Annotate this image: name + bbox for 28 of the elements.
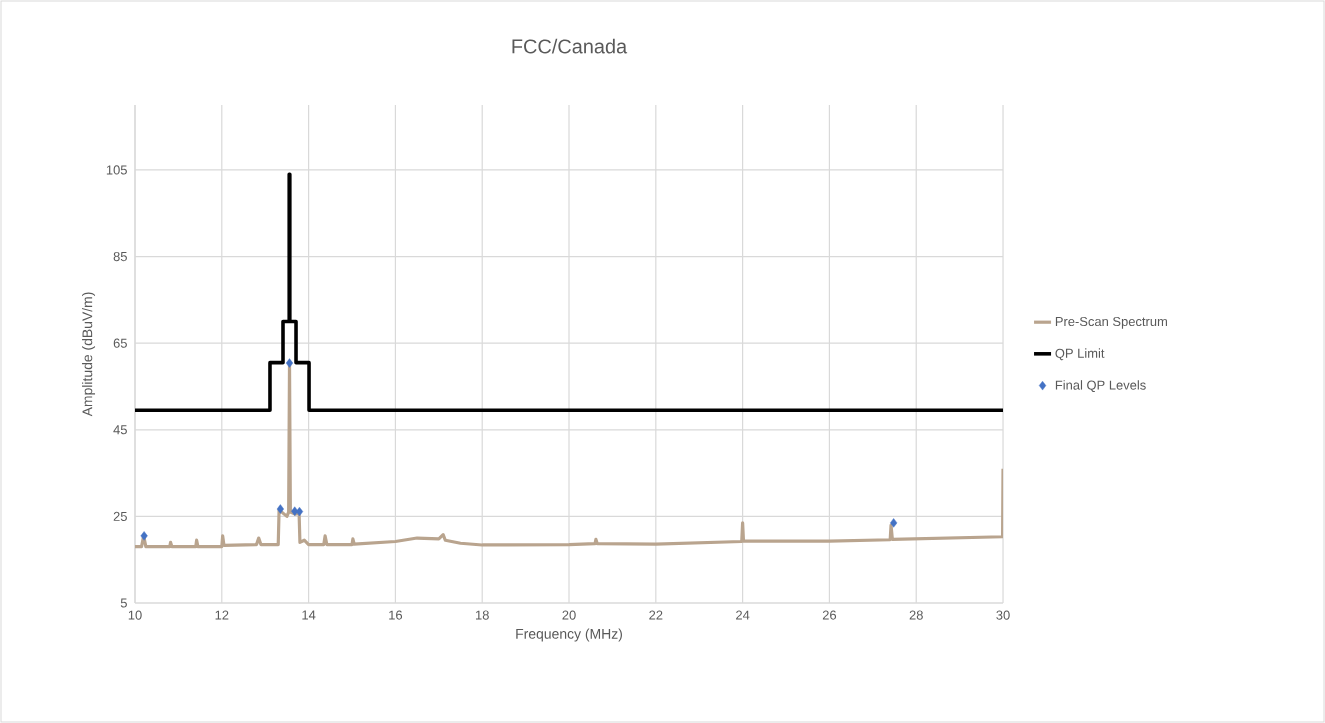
x-tick-label: 30 <box>996 610 1010 620</box>
x-tick-label: 14 <box>302 610 316 620</box>
x-tick-label: 28 <box>909 610 923 620</box>
x-tick-label: 16 <box>389 610 403 620</box>
legend-label: QP Limit <box>1055 348 1105 361</box>
x-tick-label: 18 <box>475 610 489 620</box>
point <box>285 358 294 368</box>
legend-label: Final QP Levels <box>1055 380 1146 393</box>
x-tick-label: 10 <box>128 610 142 620</box>
chart-title: FCC/Canada <box>512 38 628 54</box>
x-tick-label: 24 <box>736 610 750 620</box>
y-tick-label: 45 <box>113 425 127 435</box>
legend-label: Pre-Scan Spectrum <box>1055 316 1167 329</box>
point <box>276 504 284 514</box>
y-axis-title: Amplitude (dBuV/m) <box>82 292 96 417</box>
x-tick-label: 22 <box>649 610 663 620</box>
point <box>140 531 148 541</box>
x-tick-label: 26 <box>822 610 837 620</box>
y-tick-label: 85 <box>113 251 127 262</box>
line-series <box>135 172 1004 413</box>
y-tick-label: 65 <box>113 338 127 348</box>
x-axis-title: Frequency (MHz) <box>516 628 622 642</box>
x-tick-label: 20 <box>562 610 576 620</box>
point <box>890 518 898 528</box>
y-tick-label: 105 <box>106 165 127 175</box>
y-tick-label: 5 <box>120 598 127 608</box>
y-tick-label: 25 <box>113 511 127 521</box>
x-tick-label: 12 <box>215 610 229 620</box>
